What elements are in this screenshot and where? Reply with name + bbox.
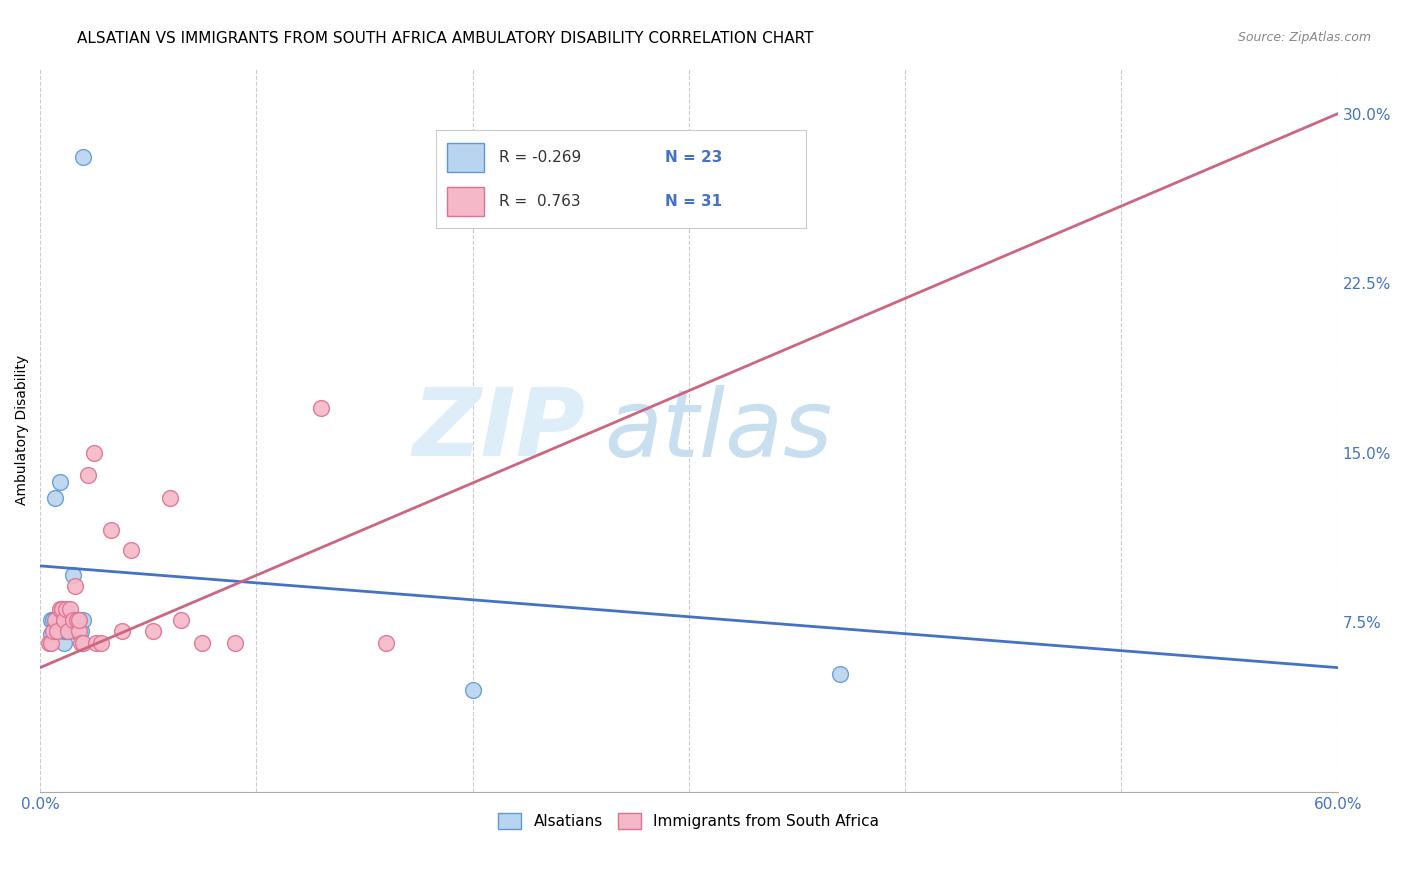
Point: [44, 613, 66, 627]
Point: [375, 636, 398, 650]
Point: [51, 624, 73, 639]
Point: [66, 624, 89, 639]
Point: [63, 579, 86, 593]
Point: [170, 613, 193, 627]
Point: [830, 667, 852, 681]
Point: [52, 636, 75, 650]
Point: [224, 636, 246, 650]
Point: [72, 613, 94, 627]
Point: [55, 624, 77, 639]
Point: [63, 624, 86, 639]
Point: [55, 602, 77, 616]
Text: Source: ZipAtlas.com: Source: ZipAtlas.com: [1237, 31, 1371, 45]
Point: [58, 624, 80, 639]
Point: [51, 602, 73, 616]
Point: [42, 613, 65, 627]
Text: ZIP: ZIP: [412, 384, 585, 476]
Point: [58, 624, 80, 639]
Point: [39, 636, 62, 650]
Point: [142, 624, 165, 639]
Point: [100, 523, 122, 537]
Point: [39, 626, 62, 640]
Point: [111, 624, 134, 639]
Point: [48, 613, 70, 627]
Point: [76, 468, 98, 483]
Point: [48, 475, 70, 490]
Point: [66, 613, 89, 627]
Point: [83, 446, 105, 460]
Point: [159, 491, 181, 505]
Point: [67, 613, 90, 627]
Point: [59, 602, 82, 616]
Point: [461, 152, 484, 166]
Point: [67, 613, 90, 627]
Y-axis label: Ambulatory Disability: Ambulatory Disability: [15, 355, 30, 505]
Point: [62, 568, 84, 582]
Point: [70, 624, 93, 639]
Point: [55, 613, 77, 627]
Text: ALSATIAN VS IMMIGRANTS FROM SOUTH AFRICA AMBULATORY DISABILITY CORRELATION CHART: ALSATIAN VS IMMIGRANTS FROM SOUTH AFRICA…: [77, 31, 814, 46]
Point: [191, 636, 214, 650]
Point: [72, 150, 94, 164]
Point: [461, 683, 484, 698]
Legend: Alsatians, Immigrants from South Africa: Alsatians, Immigrants from South Africa: [492, 806, 886, 835]
Point: [39, 613, 62, 627]
Point: [38, 636, 60, 650]
Point: [52, 613, 75, 627]
Point: [46, 624, 69, 639]
Point: [72, 636, 94, 650]
Point: [59, 613, 82, 627]
Point: [51, 602, 73, 616]
Point: [67, 624, 90, 639]
Point: [86, 636, 108, 650]
Point: [70, 636, 93, 650]
Point: [44, 491, 66, 505]
Point: [90, 636, 112, 650]
Point: [52, 624, 75, 639]
Point: [48, 602, 70, 616]
Point: [120, 543, 142, 558]
Point: [309, 401, 332, 415]
Point: [42, 624, 65, 639]
Text: atlas: atlas: [605, 384, 832, 475]
Point: [62, 613, 84, 627]
